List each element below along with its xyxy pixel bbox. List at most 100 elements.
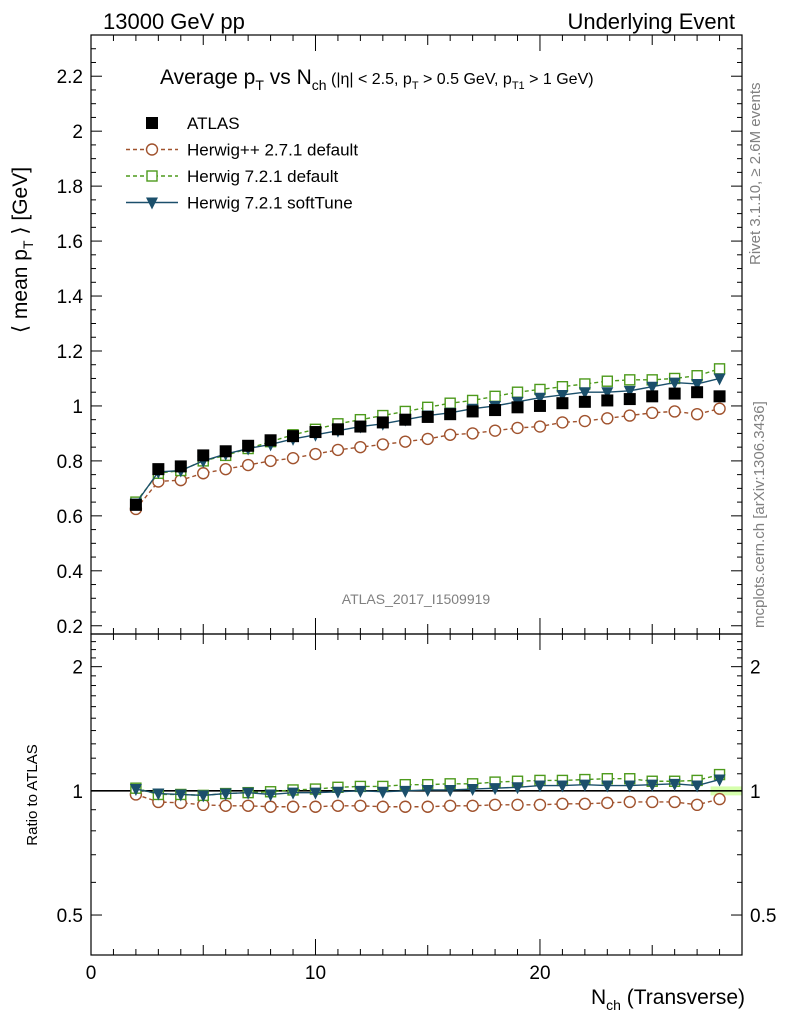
data-point — [624, 374, 636, 386]
data-point — [219, 462, 232, 476]
data-point — [556, 389, 569, 402]
legend-label: ATLAS — [187, 114, 240, 133]
data-point — [421, 432, 434, 446]
data-point — [601, 412, 614, 425]
ratio-data-point — [601, 796, 614, 810]
data-point — [623, 385, 636, 398]
data-point — [511, 421, 524, 435]
data-point — [287, 430, 300, 443]
data-point — [242, 439, 255, 452]
ratio-data-point — [219, 799, 232, 812]
ratio-data-point — [690, 798, 704, 812]
data-point — [713, 402, 726, 415]
header-left: 13000 GeV pp — [103, 9, 245, 34]
data-point — [668, 377, 681, 390]
ratio-data-point — [533, 780, 546, 793]
main-y-tick-label: 1.4 — [57, 287, 84, 308]
legend-label: Herwig 7.2.1 default — [187, 167, 338, 186]
data-point — [578, 395, 591, 408]
data-point — [129, 498, 142, 511]
data-point — [668, 387, 681, 400]
data-point — [601, 394, 614, 407]
ratio-data-point — [443, 799, 457, 812]
data-point — [376, 438, 390, 451]
header-right: Underlying Event — [567, 9, 735, 34]
data-point — [241, 458, 255, 472]
ratio-data-point — [421, 784, 434, 797]
main-y-tick-label: 0.4 — [57, 562, 84, 583]
ratio-data-point — [623, 780, 636, 793]
ratio-data-point — [421, 800, 434, 813]
main-y-tick-label: 0.2 — [57, 617, 83, 638]
ratio-y-tick-label: 2 — [750, 658, 761, 679]
ratio-data-point — [399, 800, 412, 813]
ratio-data-point — [556, 797, 569, 811]
ratio-data-point — [309, 787, 322, 800]
ratio-data-point — [264, 789, 277, 802]
legend: ATLAS Herwig++ 2.7.1 default Herwig 7.2.1 … — [126, 114, 358, 213]
ratio-data-point — [713, 774, 726, 787]
rivet-label: Rivet 3.1.10, ≥ 2.6M events — [747, 83, 764, 266]
ratio-data-point — [466, 799, 479, 812]
ratio-data-point — [399, 785, 412, 798]
ratio-data-point — [511, 782, 524, 795]
ratio-data-point — [331, 799, 345, 812]
data-point — [219, 445, 232, 458]
data-point — [309, 447, 322, 461]
data-point — [174, 460, 187, 473]
legend-marker — [146, 197, 158, 210]
ratio-series-line — [135, 793, 720, 808]
ratio-data-point — [376, 786, 389, 799]
data-point — [646, 406, 659, 420]
data-point — [444, 408, 457, 421]
analysis-tag: ATLAS_2017_I1509919 — [342, 591, 491, 607]
data-point — [264, 454, 277, 468]
data-point — [533, 399, 546, 412]
ratio-data-point — [264, 800, 277, 813]
ratio-y-tick-label: 1 — [750, 782, 761, 803]
main-y-tick-label: 2 — [72, 122, 83, 143]
data-point — [623, 409, 636, 422]
data-point — [713, 373, 726, 386]
ratio-data-point — [152, 788, 165, 801]
data-point — [421, 410, 434, 423]
data-point — [354, 420, 367, 433]
data-point — [331, 423, 344, 436]
main-y-tick-label: 0.6 — [57, 507, 83, 528]
ratio-data-point — [174, 789, 187, 802]
ratio-data-point — [533, 798, 547, 812]
ratio-frame — [90, 633, 743, 956]
ratio-data-point — [466, 784, 479, 797]
mcplots-label: mcplots.cern.ch [arXiv:1306.3436] — [751, 401, 768, 628]
data-point — [601, 387, 614, 400]
data-point — [466, 427, 479, 440]
ratio-data-point — [511, 798, 524, 812]
legend-label: Herwig++ 2.7.1 default — [187, 141, 358, 160]
ratio-panel: 0.5 0.51 12 20 10 20 — [57, 633, 776, 984]
main-y-tick-label: 0.8 — [57, 452, 83, 473]
x-tick-label: 20 — [529, 963, 550, 984]
x-tick-label: 0 — [86, 963, 97, 984]
ratio-data-point — [444, 784, 457, 797]
data-point — [691, 378, 704, 391]
legend-marker — [145, 143, 159, 156]
main-y-tick-label: 1.8 — [57, 177, 83, 198]
data-point — [713, 363, 726, 375]
data-point — [286, 451, 300, 465]
data-point — [309, 426, 322, 439]
data-point — [601, 375, 614, 387]
data-point — [444, 397, 456, 409]
data-point — [488, 424, 502, 437]
ratio-data-point — [331, 786, 344, 799]
data-point — [354, 440, 367, 454]
data-point — [533, 420, 547, 433]
ratio-data-point — [646, 779, 659, 792]
data-point — [489, 390, 501, 403]
ratio-data-point — [197, 790, 210, 803]
ratio-data-point — [286, 800, 300, 813]
ratio-y-tick-label: 0.5 — [750, 906, 776, 927]
series-line — [135, 368, 720, 503]
x-axis-label: Nch (Transverse) — [591, 986, 745, 1013]
data-point — [713, 390, 726, 403]
